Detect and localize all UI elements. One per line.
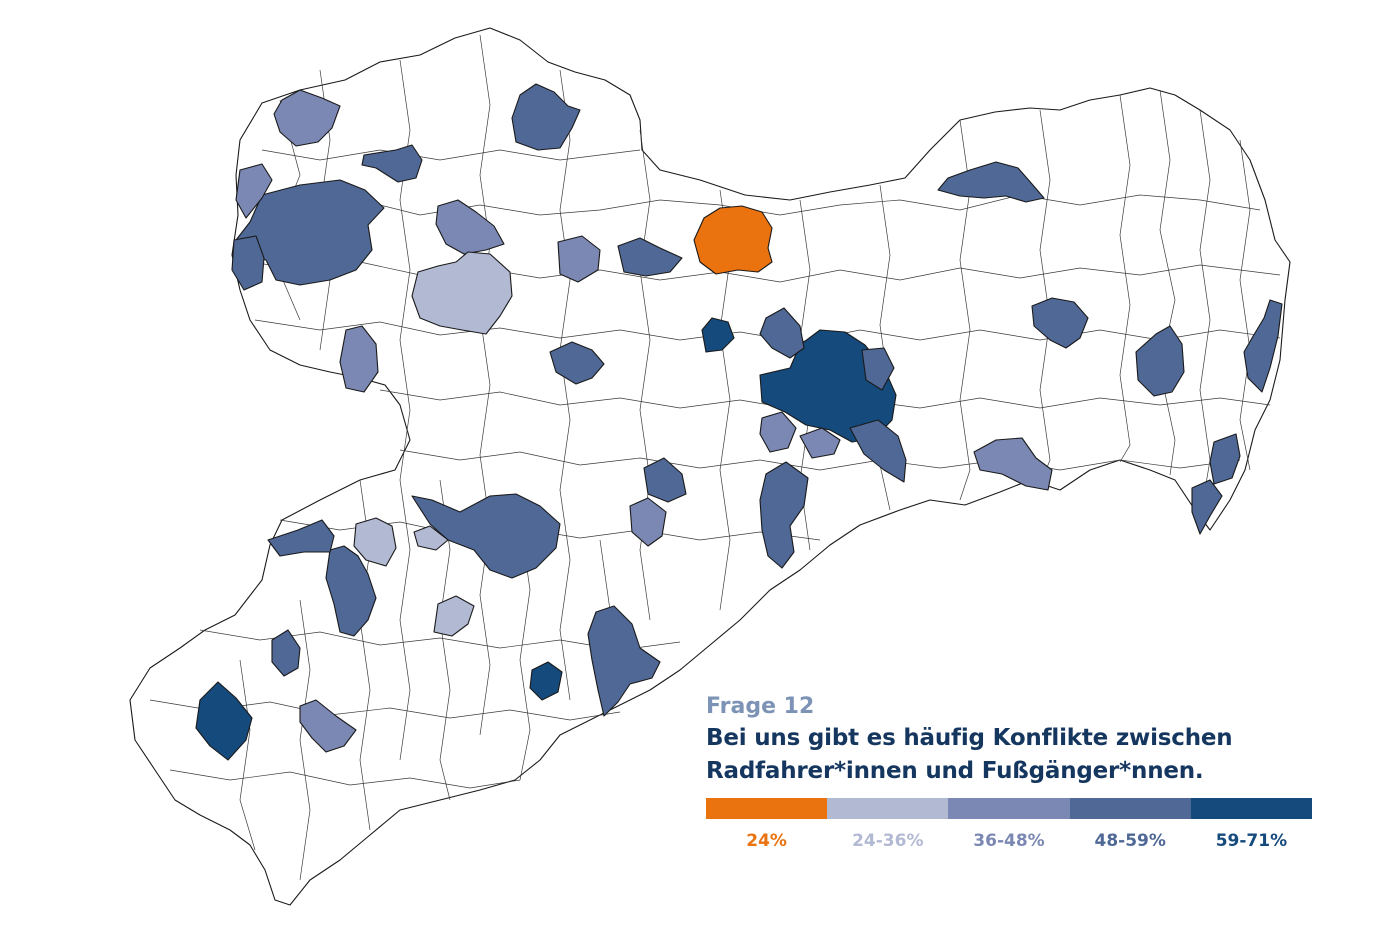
- question-label: Frage 12: [706, 694, 815, 719]
- municipality-mid-5: [937, 161, 1045, 203]
- highlighted-municipalities: [195, 83, 1283, 761]
- municipality-light-8: [759, 411, 797, 453]
- scale-label-36-48: 36-48%: [973, 831, 1045, 851]
- municipality-mid-8: [1031, 297, 1089, 349]
- municipality-mid-11: [759, 461, 809, 569]
- municipality-mid-3: [361, 144, 423, 183]
- municipality-mid-21: [759, 307, 805, 359]
- municipality-light-2: [435, 199, 505, 255]
- municipality-pale-2: [353, 517, 397, 567]
- scale-label-59-71: 59-71%: [1215, 831, 1288, 851]
- municipality-pale-4: [413, 525, 449, 551]
- municipality-mid-9: [1209, 433, 1241, 485]
- scale-segment-24-36: [827, 798, 949, 819]
- municipality-light-4: [339, 325, 379, 393]
- municipality-dark-2: [701, 317, 735, 353]
- scale-segment-59-71: [1190, 798, 1313, 819]
- municipality-mid-14: [267, 519, 335, 557]
- municipality-dark-1: [759, 329, 897, 443]
- municipality-pale-1: [411, 251, 513, 335]
- color-scale-labels: 24% 24-36% 36-48% 48-59% 59-71%: [706, 831, 1312, 851]
- municipality-light-10: [799, 427, 841, 459]
- municipality-mid-16: [617, 237, 683, 277]
- municipality-mid-2: [511, 83, 581, 151]
- municipality-light-3: [557, 235, 601, 283]
- municipality-mid-4: [411, 493, 561, 579]
- color-scale-bar: [706, 798, 1313, 819]
- municipality-mid-12: [587, 605, 661, 717]
- question-title-line-2: Radfahrer*innen und Fußgänger*nnen.: [706, 758, 1204, 784]
- municipality-light-9: [299, 699, 357, 753]
- municipality-light-7: [629, 497, 667, 547]
- municipality-light-1: [273, 89, 341, 147]
- municipality-mid-18: [643, 457, 687, 503]
- municipality-mid-15: [271, 629, 301, 677]
- municipality-24-percent: [693, 205, 773, 275]
- scale-label-24: 24%: [746, 831, 787, 851]
- municipality-mid-20: [849, 419, 907, 483]
- municipality-mid-6: [1135, 325, 1185, 397]
- map-legend: Frage 12 Bei uns gibt es häufig Konflikt…: [706, 692, 1313, 851]
- municipality-dark-4: [529, 661, 563, 701]
- scale-segment-36-48: [948, 798, 1070, 819]
- municipality-mid-22: [231, 235, 265, 291]
- municipality-mid-17: [549, 341, 605, 385]
- municipality-dark-3: [195, 681, 253, 761]
- scale-label-24-36: 24-36%: [852, 831, 924, 851]
- scale-segment-48-59: [1069, 798, 1191, 819]
- question-title-line-1: Bei uns gibt es häufig Konflikte zwische…: [706, 725, 1233, 751]
- municipality-mid-10: [1191, 479, 1223, 535]
- municipality-mid-13: [325, 545, 377, 637]
- scale-label-48-59: 48-59%: [1094, 831, 1166, 851]
- municipality-mid-7: [1243, 299, 1283, 393]
- municipality-mid-19: [861, 347, 895, 391]
- municipality-light-5: [235, 163, 273, 219]
- municipality-pale-3: [433, 595, 475, 637]
- scale-segment-24: [706, 798, 828, 819]
- municipality-light-6: [973, 437, 1053, 491]
